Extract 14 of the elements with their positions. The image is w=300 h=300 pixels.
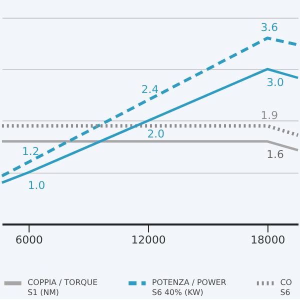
data-label: 2.4 [141,83,159,96]
legend-label: CO S6 [280,278,292,298]
data-label: 3.0 [266,76,284,89]
data-label: 2.0 [147,128,165,141]
x-tick-label: 12000 [131,233,166,246]
legend-label: COPPIA / TORQUE S1 (NM) [28,278,98,298]
data-label: 1.6 [266,148,284,162]
data-label: 1.9 [260,108,278,122]
data-label: 1.0 [28,179,46,192]
x-tick-label: 6000 [15,233,44,246]
x-tick-label: 18000 [250,233,286,246]
data-label: 3.6 [260,21,278,34]
data-label: 1.2 [22,145,40,158]
legend-label: POTENZA / POWER S6 40% (KW) [152,278,227,298]
